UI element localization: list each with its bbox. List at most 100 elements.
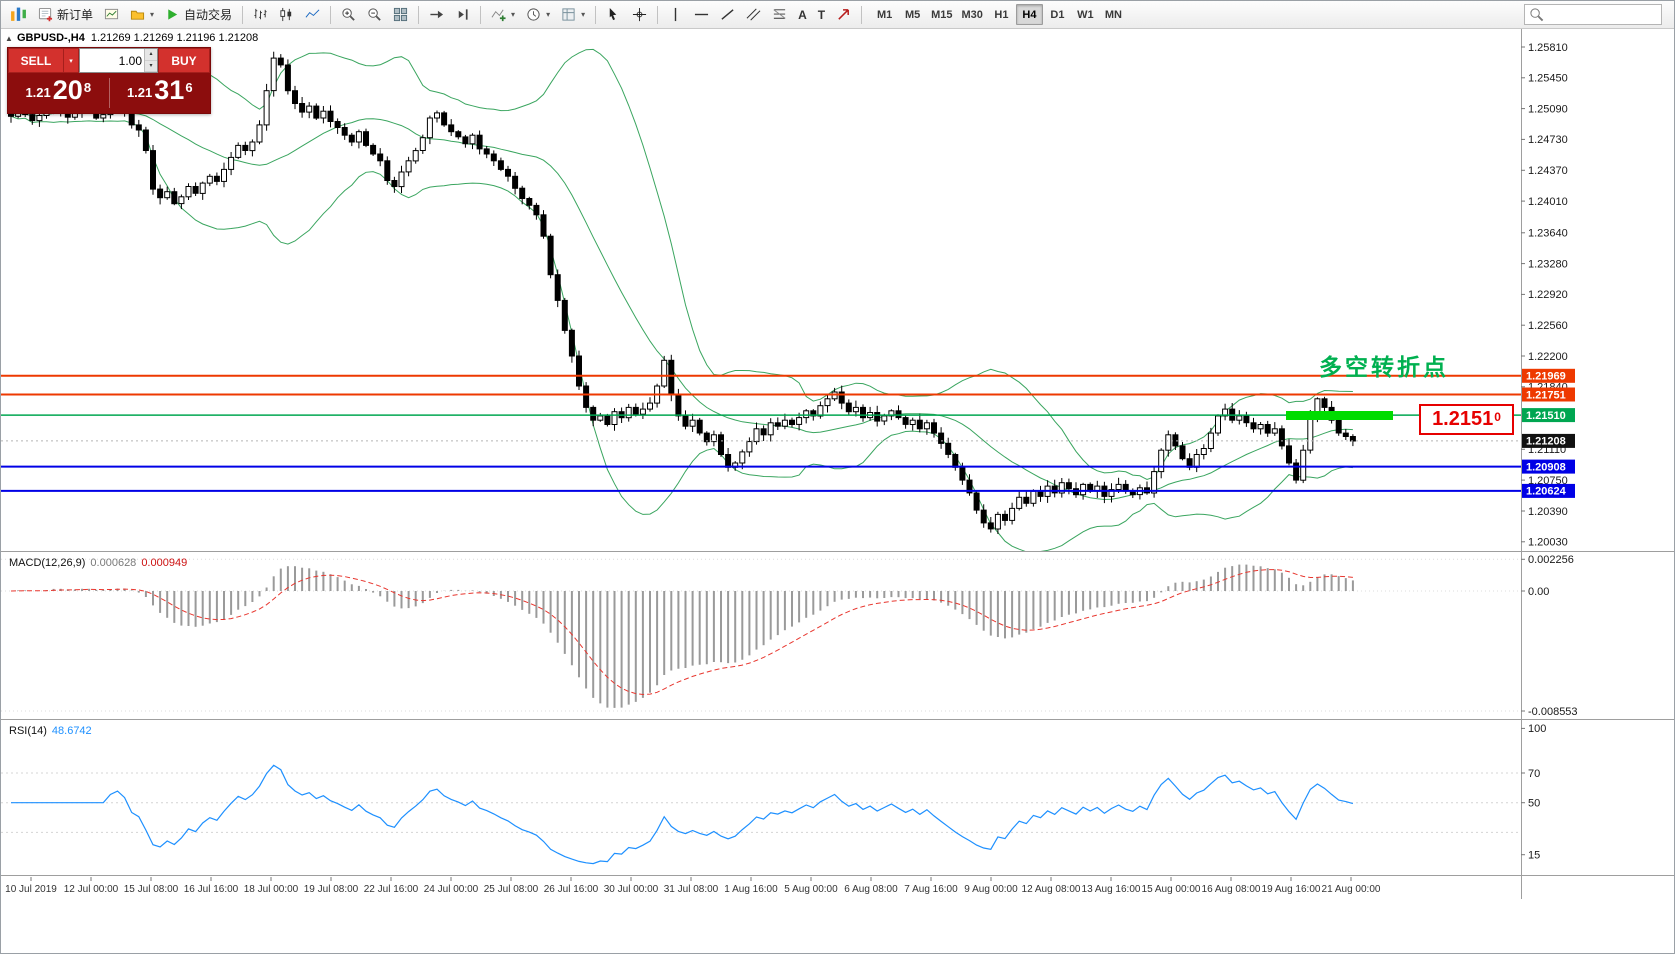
zoom-out-button[interactable] (362, 3, 387, 26)
macd-axis-tick: -0.008553 (1528, 706, 1578, 718)
bar-chart-icon (254, 8, 267, 20)
x-axis-label: 1 Aug 16:00 (724, 884, 778, 895)
chart-shift-button[interactable] (450, 3, 475, 26)
y-axis-tick: 1.24370 (1528, 165, 1568, 177)
toolbar-separator (595, 5, 597, 24)
timeframe-button-w1[interactable]: W1 (1072, 4, 1099, 25)
cursor-button[interactable] (601, 3, 626, 26)
x-axis-label: 16 Jul 16:00 (184, 884, 239, 895)
bid-price[interactable]: 1.21 20 8 (25, 75, 92, 106)
x-axis-label: 9 Aug 00:00 (964, 884, 1018, 895)
price-tag-1.21510 (1522, 408, 1575, 423)
crosshair-icon (633, 7, 647, 22)
volume-up-button[interactable]: ▴ (145, 49, 157, 61)
volume-down-button[interactable]: ▾ (145, 61, 157, 72)
chevron-down-icon: ▾ (581, 10, 586, 19)
y-axis-tick: 1.23640 (1528, 228, 1568, 240)
auto-scroll-icon (430, 10, 444, 19)
label-tool-button[interactable]: T (813, 3, 830, 26)
search-icon (1530, 8, 1544, 22)
price-scale[interactable] (1522, 29, 1675, 877)
toolbar-separator (480, 5, 482, 24)
chart-canvas[interactable]: 1.25810 1.25450 1.25090 1.24730 1.24370 1.240… (1, 29, 1675, 954)
y-axis-tick: 1.24730 (1528, 134, 1568, 146)
price-tag-1.20908 (1522, 459, 1575, 474)
channel-tool-button[interactable] (741, 3, 766, 26)
play-icon (168, 9, 178, 20)
panel-divider (108, 78, 110, 108)
line-chart-button[interactable] (300, 3, 325, 26)
macd-label: MACD(12,26,9) 0.000628 0.000949 (9, 557, 188, 569)
price-tag-1.21969 (1522, 368, 1575, 383)
chart-plot-area[interactable] (1, 29, 1521, 551)
vertical-line-icon (674, 7, 677, 22)
search-input[interactable] (1547, 8, 1657, 21)
auto-trading-button[interactable]: 自动交易 (160, 3, 237, 26)
x-axis-label: 7 Aug 16:00 (904, 884, 958, 895)
clock-icon (527, 8, 540, 21)
periods-button[interactable]: ▾ (521, 3, 555, 26)
rsi-axis-tick: 15 (1528, 850, 1540, 862)
zoom-in-button[interactable] (336, 3, 361, 26)
x-axis-label: 15 Aug 00:00 (1142, 884, 1201, 895)
timeframe-button-m15[interactable]: M15 (927, 4, 956, 25)
indicators-button[interactable]: ▾ (486, 3, 520, 26)
price-tag-label: 1.21969 (1526, 371, 1566, 383)
text-tool-button[interactable]: A (793, 3, 812, 26)
text-annotation[interactable]: 多空转折点 (1319, 354, 1449, 380)
chevron-down-icon: ▾ (69, 57, 73, 65)
volume-input[interactable] (80, 49, 144, 72)
vertical-line-tool-button[interactable] (663, 3, 688, 26)
trendline-icon (721, 9, 734, 20)
horizontal-line-tool-button[interactable] (689, 3, 714, 26)
candlestick-chart-icon (280, 7, 292, 22)
collapse-panel-arrow[interactable]: ▲ (5, 34, 13, 43)
trendline-tool-button[interactable] (715, 3, 740, 26)
highlight-rectangle[interactable] (1286, 411, 1393, 420)
price-callout-box[interactable]: 1.2151 0 (1419, 404, 1514, 435)
fibonacci-tool-button[interactable] (767, 3, 792, 26)
symbol-search[interactable] (1524, 4, 1662, 25)
tile-windows-button[interactable] (388, 3, 413, 26)
buy-button[interactable]: BUY (158, 48, 210, 73)
timeframe-button-m1[interactable]: M1 (871, 4, 898, 25)
toolbar-separator (330, 5, 332, 24)
crosshair-button[interactable] (627, 3, 652, 26)
price-tag-1.21208 (1522, 433, 1575, 448)
label-tool-icon: T (817, 7, 826, 22)
sell-button[interactable]: SELL (8, 48, 64, 73)
order-type-dropdown[interactable]: ▾ (64, 48, 79, 73)
x-axis-label: 12 Jul 00:00 (64, 884, 119, 895)
new-order-icon (38, 7, 53, 22)
candlestick-chart-button[interactable] (274, 3, 299, 26)
new-order-button[interactable]: 新订单 (33, 3, 98, 26)
timeframe-button-m30[interactable]: M30 (958, 4, 987, 25)
auto-scroll-button[interactable] (424, 3, 449, 26)
timeframe-button-h1[interactable]: H1 (988, 4, 1015, 25)
arrows-tool-button[interactable] (831, 3, 856, 26)
timeframe-button-m5[interactable]: M5 (899, 4, 926, 25)
x-axis-label: 22 Jul 16:00 (364, 884, 419, 895)
timeframe-toolbar: M1 M5 M15 M30 H1 H4 D1 W1 MN (871, 4, 1127, 25)
timeframe-button-mn[interactable]: MN (1100, 4, 1127, 25)
x-axis-label: 24 Jul 00:00 (424, 884, 479, 895)
time-scale[interactable] (1, 877, 1675, 903)
toolbar-separator (861, 5, 863, 24)
cursor-icon (609, 7, 617, 21)
macd-axis-tick: 0.002256 (1528, 554, 1574, 566)
new-chart-button[interactable] (99, 3, 124, 26)
timeframe-button-d1[interactable]: D1 (1044, 4, 1071, 25)
price-tag-label: 1.21751 (1526, 389, 1566, 401)
templates-button[interactable]: ▾ (556, 3, 590, 26)
profiles-button[interactable]: ▾ (125, 3, 159, 26)
bar-chart-button[interactable] (248, 3, 273, 26)
zoom-out-icon (368, 8, 381, 21)
arrow-icon (838, 9, 850, 20)
x-axis-label: 19 Jul 08:00 (304, 884, 359, 895)
timeframe-button-h4[interactable]: H4 (1015, 4, 1043, 25)
ask-price[interactable]: 1.21 31 6 (126, 75, 193, 106)
macd-histogram (17, 564, 1354, 708)
x-axis-label: 12 Aug 08:00 (1022, 884, 1081, 895)
